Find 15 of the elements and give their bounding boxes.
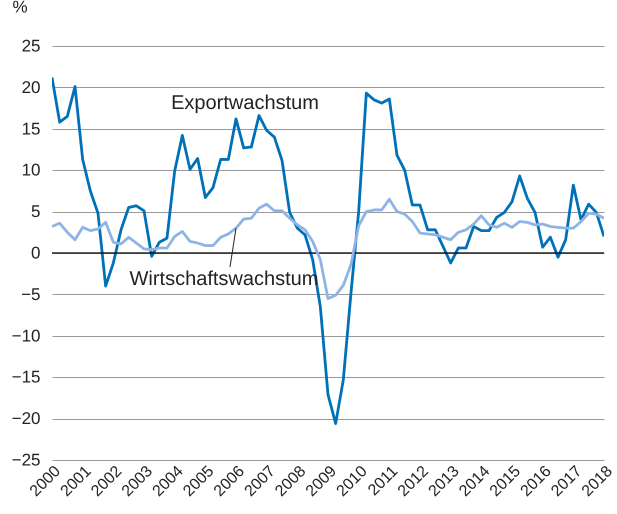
y-tick-label: −15 [12,368,40,387]
line-series [52,76,604,425]
y-tick-label: 0 [31,244,40,262]
line-series [52,198,604,300]
y-axis-title: % [12,0,28,16]
y-tick-label: −10 [12,326,40,346]
y-tick-label: 5 [31,202,40,222]
y-tick-label: −5 [21,284,40,304]
y-tick-label: −25 [12,450,40,470]
y-tick-label: −20 [12,409,40,428]
y-tick-label: 10 [22,160,40,180]
y-tick-label: 25 [22,36,40,56]
series-label: Exportwachstum [171,92,319,114]
y-tick-label: 15 [22,119,40,138]
y-tick-label: 20 [22,78,40,97]
